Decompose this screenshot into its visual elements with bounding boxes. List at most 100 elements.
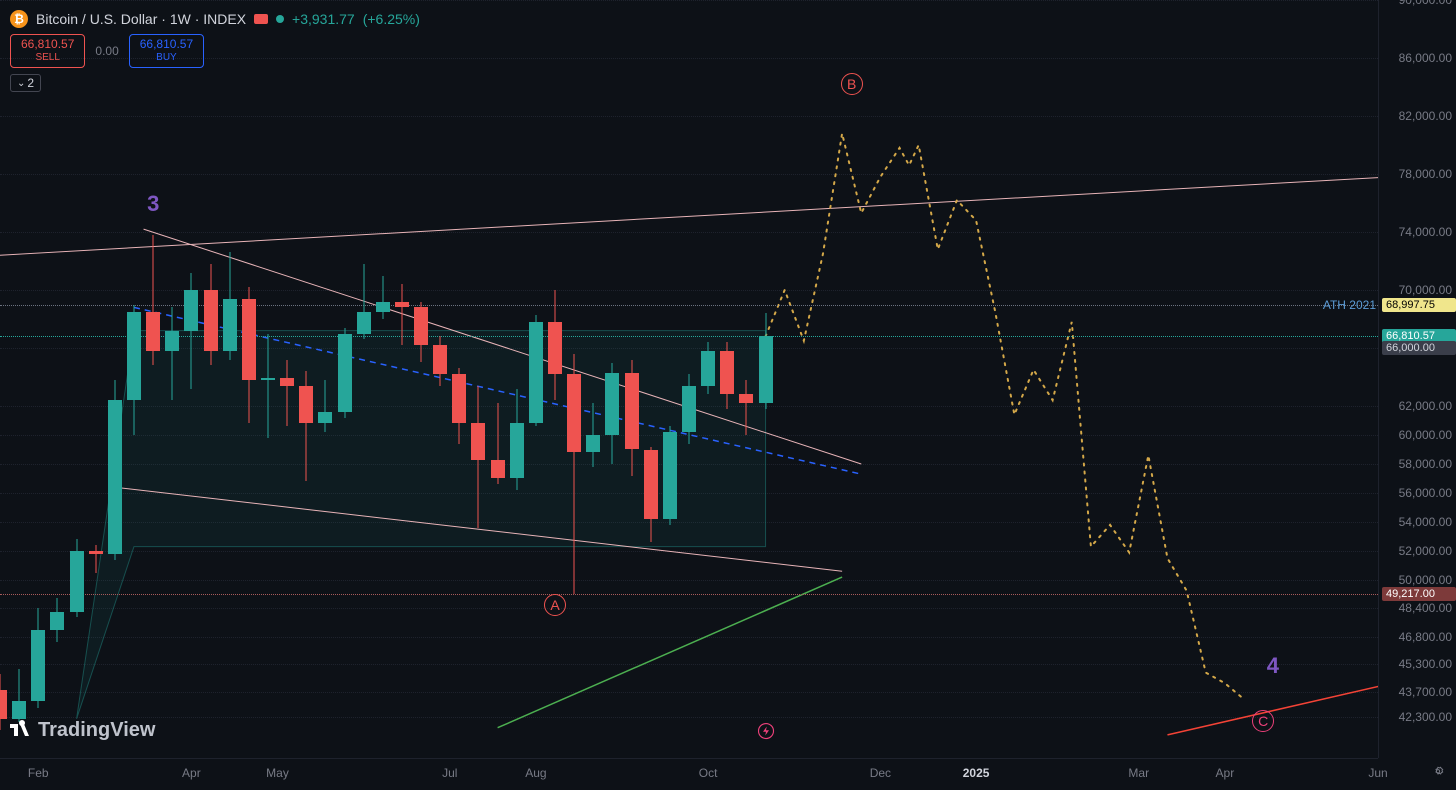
- candle[interactable]: [682, 0, 696, 758]
- candle[interactable]: [414, 0, 428, 758]
- y-tick: 46,800.00: [1399, 630, 1452, 644]
- sell-label: SELL: [21, 52, 74, 65]
- candle[interactable]: [605, 0, 619, 758]
- candle[interactable]: [127, 0, 141, 758]
- candle[interactable]: [510, 0, 524, 758]
- candle[interactable]: [452, 0, 466, 758]
- candle[interactable]: [165, 0, 179, 758]
- flag-icon: [254, 14, 268, 24]
- spread-value: 0.00: [91, 44, 122, 58]
- sell-price: 66,810.57: [21, 37, 74, 52]
- candle[interactable]: [204, 0, 218, 758]
- x-tick: Dec: [870, 766, 891, 780]
- trade-buttons: 66,810.57 SELL 0.00 66,810.57 BUY: [10, 34, 204, 68]
- x-axis[interactable]: FebAprMayJulAugOctDec2025MarAprJun: [0, 758, 1378, 790]
- y-tick: 78,000.00: [1399, 167, 1452, 181]
- y-tick: 45,300.00: [1399, 657, 1452, 671]
- wave-label-3[interactable]: 3: [147, 191, 159, 217]
- sell-button[interactable]: 66,810.57 SELL: [10, 34, 85, 68]
- chart-plot[interactable]: 3 4 A B C: [0, 0, 1378, 758]
- candle[interactable]: [759, 0, 773, 758]
- candle[interactable]: [242, 0, 256, 758]
- x-tick: Jul: [442, 766, 457, 780]
- y-tick: 62,000.00: [1399, 399, 1452, 413]
- candle[interactable]: [0, 0, 7, 758]
- candle[interactable]: [395, 0, 409, 758]
- wave-circle-B[interactable]: B: [841, 73, 863, 95]
- candle[interactable]: [50, 0, 64, 758]
- wave-circle-A[interactable]: A: [544, 594, 566, 616]
- candle[interactable]: [184, 0, 198, 758]
- x-tick: Aug: [525, 766, 546, 780]
- candle[interactable]: [663, 0, 677, 758]
- x-tick: Apr: [1216, 766, 1235, 780]
- candle[interactable]: [644, 0, 658, 758]
- y-tick: 43,700.00: [1399, 685, 1452, 699]
- price-marker: 66,000.00: [1382, 341, 1456, 355]
- buy-button[interactable]: 66,810.57 BUY: [129, 34, 204, 68]
- candle[interactable]: [318, 0, 332, 758]
- y-tick: 70,000.00: [1399, 283, 1452, 297]
- x-tick: Mar: [1128, 766, 1149, 780]
- price-marker: 49,217.00: [1382, 587, 1456, 601]
- y-axis[interactable]: 90,000.00 86,000.00 82,000.00 78,000.00 74,0…: [1378, 0, 1456, 758]
- collapse-toggle[interactable]: ⌄ 2: [10, 74, 41, 92]
- candle[interactable]: [586, 0, 600, 758]
- candle[interactable]: [338, 0, 352, 758]
- replay-icon[interactable]: [757, 722, 775, 745]
- x-tick: Apr: [182, 766, 201, 780]
- y-tick: 48,400.00: [1399, 601, 1452, 615]
- btc-icon: ₿: [10, 10, 28, 28]
- candle[interactable]: [70, 0, 84, 758]
- candle[interactable]: [223, 0, 237, 758]
- y-tick: 54,000.00: [1399, 515, 1452, 529]
- candle[interactable]: [146, 0, 160, 758]
- wave-label-4[interactable]: 4: [1267, 653, 1279, 679]
- y-tick: 60,000.00: [1399, 428, 1452, 442]
- x-tick: Jun: [1368, 766, 1387, 780]
- y-tick: 74,000.00: [1399, 225, 1452, 239]
- x-tick: May: [266, 766, 289, 780]
- logo-mark-icon: [10, 719, 32, 742]
- candle[interactable]: [491, 0, 505, 758]
- price-change-abs: +3,931.77: [292, 11, 355, 27]
- y-tick: 82,000.00: [1399, 109, 1452, 123]
- candle[interactable]: [529, 0, 543, 758]
- x-tick: 2025: [963, 766, 990, 780]
- candle[interactable]: [89, 0, 103, 758]
- wave-circle-C[interactable]: C: [1252, 710, 1274, 732]
- y-tick: 56,000.00: [1399, 486, 1452, 500]
- candle[interactable]: [261, 0, 275, 758]
- candle[interactable]: [701, 0, 715, 758]
- candle[interactable]: [739, 0, 753, 758]
- candle[interactable]: [471, 0, 485, 758]
- price-marker: 68,997.75: [1382, 298, 1456, 312]
- market-status-icon: [276, 15, 284, 23]
- candle[interactable]: [625, 0, 639, 758]
- symbol-header: ₿ Bitcoin / U.S. Dollar · 1W · INDEX +3,…: [10, 10, 420, 28]
- candle[interactable]: [433, 0, 447, 758]
- y-tick: 50,000.00: [1399, 573, 1452, 587]
- candle[interactable]: [548, 0, 562, 758]
- settings-icon[interactable]: [1430, 766, 1446, 782]
- candle[interactable]: [376, 0, 390, 758]
- candle[interactable]: [567, 0, 581, 758]
- logo-text: TradingView: [38, 719, 155, 742]
- candle[interactable]: [357, 0, 371, 758]
- y-tick: 86,000.00: [1399, 51, 1452, 65]
- indicator-count: 2: [27, 76, 34, 90]
- chevron-down-icon: ⌄: [17, 78, 25, 89]
- buy-label: BUY: [140, 52, 193, 65]
- symbol-title[interactable]: Bitcoin / U.S. Dollar · 1W · INDEX: [36, 11, 246, 27]
- candle[interactable]: [31, 0, 45, 758]
- candle[interactable]: [280, 0, 294, 758]
- candle[interactable]: [12, 0, 26, 758]
- y-tick: 52,000.00: [1399, 544, 1452, 558]
- candle[interactable]: [720, 0, 734, 758]
- y-tick: 58,000.00: [1399, 457, 1452, 471]
- candle[interactable]: [299, 0, 313, 758]
- candle[interactable]: [108, 0, 122, 758]
- x-tick: Feb: [28, 766, 49, 780]
- y-tick: 42,300.00: [1399, 710, 1452, 724]
- y-tick: 90,000.00: [1399, 0, 1452, 7]
